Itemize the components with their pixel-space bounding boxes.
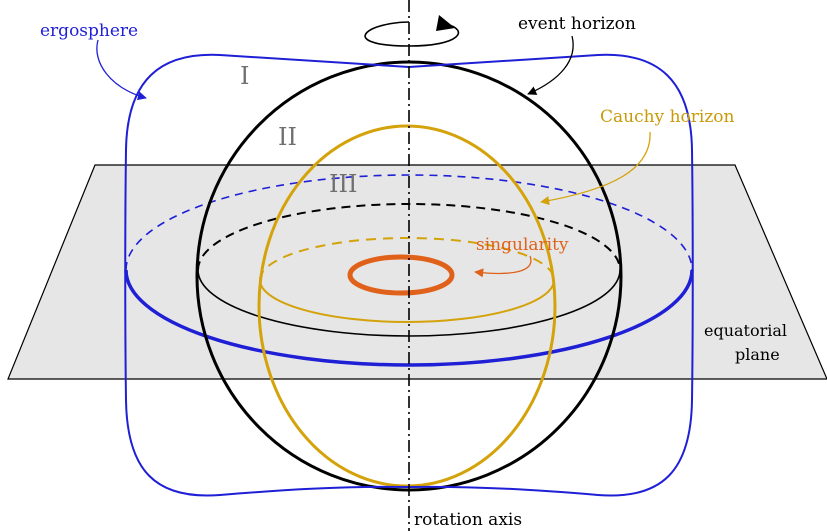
ergosphere-label: ergosphere [40,21,138,41]
cauchy-horizon-equator-front [259,279,555,323]
region-3-label: III [329,170,357,198]
event-horizon-label: event horizon [518,14,636,34]
singularity-callout-arrow [474,255,532,278]
region-1-label: I [240,62,249,90]
ergosphere-callout-arrow [96,39,147,101]
rotation-axis-label: rotation axis [414,510,522,530]
equatorial-plane [7,164,827,380]
singularity-label: singularity [476,235,569,255]
ergosphere-equator-back [125,174,693,271]
rotation-arrow-icon [364,21,460,47]
rotation-arrowhead-icon [436,15,455,31]
cauchy-horizon-label: Cauchy horizon [600,107,735,127]
cauchy-horizon-equator-back [259,237,555,281]
event-horizon-callout-arrow [527,35,574,95]
singularity-ring [347,254,455,296]
ergosphere-equator-front [124,269,694,367]
equatorial-plane-label-line2: plane [735,345,780,364]
region-2-label: II [278,123,297,151]
cauchy-horizon-callout-arrow [540,131,651,206]
equatorial-plane-label-line1: equatorial [704,321,787,340]
